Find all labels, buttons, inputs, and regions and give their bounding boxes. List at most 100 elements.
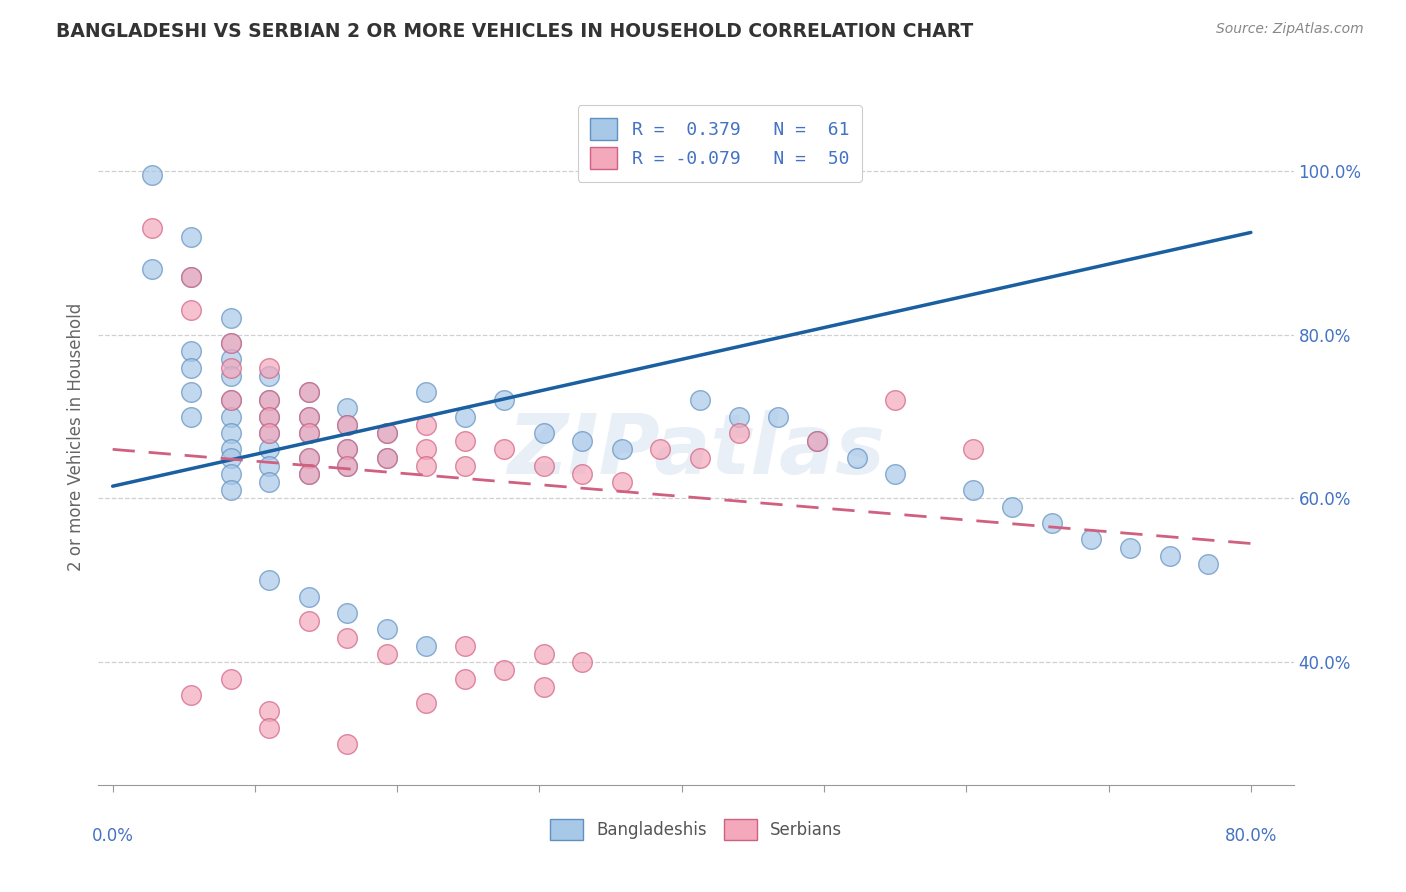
Point	[336, 458, 359, 473]
Point	[219, 393, 242, 408]
Point	[1119, 541, 1142, 555]
Point	[533, 458, 555, 473]
Point	[492, 442, 515, 457]
Point	[415, 458, 437, 473]
Point	[219, 483, 242, 498]
Point	[454, 458, 477, 473]
Point	[257, 721, 280, 735]
Point	[141, 262, 163, 277]
Point	[571, 434, 593, 449]
Point	[375, 425, 398, 440]
Point	[336, 458, 359, 473]
Point	[298, 614, 321, 628]
Point	[336, 737, 359, 751]
Point	[375, 623, 398, 637]
Point	[1080, 533, 1102, 547]
Point	[533, 425, 555, 440]
Point	[219, 467, 242, 481]
Point	[257, 409, 280, 424]
Point	[415, 417, 437, 432]
Point	[257, 409, 280, 424]
Point	[298, 409, 321, 424]
Point	[415, 639, 437, 653]
Point	[257, 393, 280, 408]
Point	[571, 467, 593, 481]
Text: Source: ZipAtlas.com: Source: ZipAtlas.com	[1216, 22, 1364, 37]
Point	[375, 647, 398, 661]
Point	[610, 442, 633, 457]
Point	[650, 442, 672, 457]
Point	[375, 450, 398, 465]
Point	[336, 442, 359, 457]
Point	[415, 442, 437, 457]
Point	[219, 352, 242, 367]
Point	[298, 450, 321, 465]
Point	[180, 688, 202, 702]
Point	[298, 385, 321, 400]
Point	[298, 409, 321, 424]
Legend: Bangladeshis, Serbians: Bangladeshis, Serbians	[543, 813, 849, 847]
Point	[1159, 549, 1181, 563]
Point	[298, 467, 321, 481]
Point	[257, 425, 280, 440]
Point	[180, 385, 202, 400]
Point	[727, 409, 749, 424]
Point	[298, 425, 321, 440]
Point	[298, 385, 321, 400]
Point	[257, 442, 280, 457]
Point	[375, 425, 398, 440]
Point	[727, 425, 749, 440]
Point	[257, 425, 280, 440]
Point	[141, 221, 163, 235]
Point	[454, 434, 477, 449]
Point	[454, 409, 477, 424]
Point	[533, 647, 555, 661]
Point	[454, 639, 477, 653]
Point	[180, 360, 202, 375]
Point	[180, 409, 202, 424]
Point	[219, 393, 242, 408]
Point	[336, 401, 359, 416]
Text: ZIPatlas: ZIPatlas	[508, 410, 884, 491]
Point	[962, 483, 984, 498]
Point	[257, 574, 280, 588]
Point	[219, 311, 242, 326]
Point	[962, 442, 984, 457]
Point	[884, 467, 907, 481]
Point	[415, 696, 437, 710]
Text: 0.0%: 0.0%	[91, 827, 134, 845]
Point	[454, 672, 477, 686]
Point	[219, 409, 242, 424]
Point	[375, 450, 398, 465]
Point	[180, 270, 202, 285]
Point	[768, 409, 790, 424]
Point	[492, 393, 515, 408]
Point	[219, 368, 242, 383]
Point	[257, 475, 280, 489]
Point	[1001, 500, 1024, 514]
Point	[492, 664, 515, 678]
Point	[806, 434, 828, 449]
Point	[1040, 516, 1063, 530]
Point	[336, 606, 359, 620]
Point	[180, 270, 202, 285]
Y-axis label: 2 or more Vehicles in Household: 2 or more Vehicles in Household	[66, 303, 84, 571]
Point	[219, 425, 242, 440]
Point	[219, 450, 242, 465]
Point	[806, 434, 828, 449]
Point	[180, 303, 202, 318]
Point	[298, 467, 321, 481]
Point	[845, 450, 868, 465]
Point	[257, 368, 280, 383]
Point	[219, 335, 242, 350]
Point	[298, 590, 321, 604]
Point	[689, 393, 711, 408]
Point	[298, 450, 321, 465]
Point	[415, 385, 437, 400]
Point	[257, 393, 280, 408]
Point	[298, 425, 321, 440]
Point	[1197, 557, 1219, 571]
Point	[533, 680, 555, 694]
Point	[610, 475, 633, 489]
Text: BANGLADESHI VS SERBIAN 2 OR MORE VEHICLES IN HOUSEHOLD CORRELATION CHART: BANGLADESHI VS SERBIAN 2 OR MORE VEHICLE…	[56, 22, 973, 41]
